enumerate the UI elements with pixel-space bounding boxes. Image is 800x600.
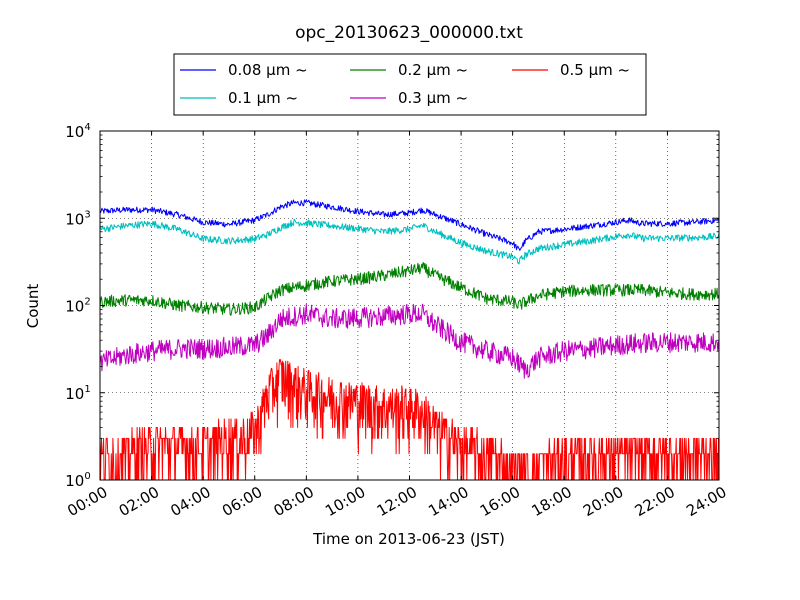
chart-title: opc_20130623_000000.txt: [295, 23, 523, 43]
x-tick-label: 20:00: [580, 483, 626, 520]
series-line: [99, 359, 719, 481]
x-tick-label: 08:00: [271, 483, 317, 520]
legend-frame: [173, 53, 647, 116]
axis-ticks: [99, 130, 720, 481]
y-tick-label: 101: [65, 384, 90, 403]
x-tick-label: 18:00: [528, 483, 574, 520]
x-tick-label: 16:00: [477, 483, 523, 520]
legend-label: 0.2 μm ~: [398, 61, 468, 79]
x-tick-label: 14:00: [425, 483, 471, 520]
series-line: [99, 199, 720, 251]
y-tick-labels: 100 101 102 103 104: [65, 122, 90, 490]
x-tick-label: 04:00: [167, 483, 213, 520]
series-line: [99, 218, 720, 265]
legend-label: 0.5 μm ~: [560, 61, 630, 79]
series-layer: [99, 199, 720, 481]
legend: 0.08 μm ~ 0.1 μm ~ 0.2 μm ~ 0.3 μm ~ 0.5 μm …: [173, 53, 647, 116]
x-tick-label: 10:00: [322, 483, 368, 520]
series-line: [99, 303, 720, 379]
y-tick-label: 100: [65, 471, 90, 490]
legend-label: 0.08 μm ~: [228, 61, 308, 79]
x-tick-label: 24:00: [683, 483, 729, 520]
x-tick-labels: 00:00 02:00 04:00 06:00 08:00 10:00 12:00 14:00…: [64, 483, 729, 520]
y-tick-label: 103: [65, 209, 90, 228]
x-tick-label: 12:00: [374, 483, 420, 520]
x-tick-label: 02:00: [116, 483, 162, 520]
y-tick-label: 104: [65, 122, 90, 141]
legend-label: 0.3 μm ~: [398, 89, 468, 107]
x-tick-label: 06:00: [219, 483, 265, 520]
y-axis-label: Count: [24, 284, 42, 329]
x-axis-label: Time on 2013-06-23 (JST): [312, 530, 505, 548]
series-line: [99, 262, 720, 316]
legend-label: 0.1 μm ~: [228, 89, 298, 107]
x-tick-label: 22:00: [632, 483, 678, 520]
y-tick-label: 102: [65, 297, 90, 316]
